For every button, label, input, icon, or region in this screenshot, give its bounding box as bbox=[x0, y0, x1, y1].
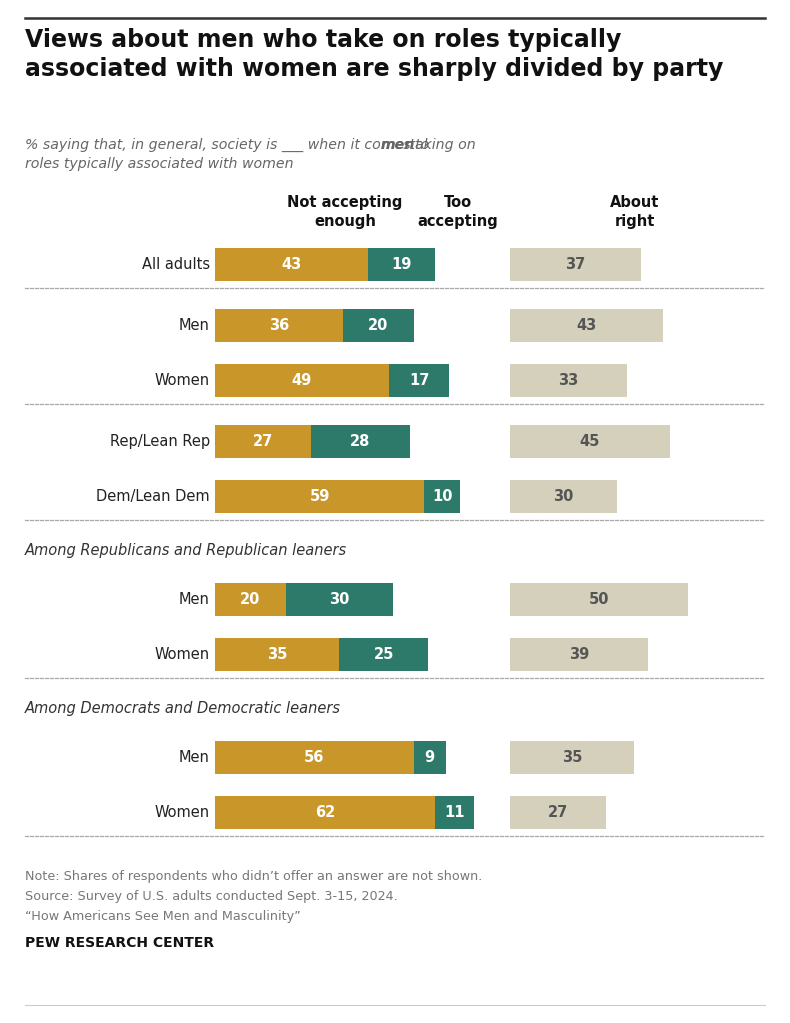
Text: 19: 19 bbox=[391, 257, 412, 272]
Bar bbox=[435, 796, 474, 829]
Text: Too
accepting: Too accepting bbox=[418, 195, 498, 228]
Bar bbox=[510, 309, 663, 342]
Bar bbox=[510, 425, 670, 458]
Text: 50: 50 bbox=[589, 592, 609, 607]
Text: taking on: taking on bbox=[405, 138, 476, 152]
Bar bbox=[510, 638, 649, 671]
Bar bbox=[367, 248, 435, 281]
Text: Dem/Lean Dem: Dem/Lean Dem bbox=[96, 489, 210, 504]
Text: 9: 9 bbox=[425, 750, 435, 765]
Bar bbox=[343, 309, 414, 342]
Text: 45: 45 bbox=[580, 434, 600, 449]
Text: 37: 37 bbox=[566, 257, 586, 272]
Bar bbox=[339, 638, 428, 671]
Bar bbox=[510, 480, 616, 513]
Text: Men: Men bbox=[179, 592, 210, 607]
Text: 33: 33 bbox=[559, 373, 579, 388]
Text: 30: 30 bbox=[329, 592, 349, 607]
Bar bbox=[215, 638, 339, 671]
Text: “How Americans See Men and Masculinity”: “How Americans See Men and Masculinity” bbox=[25, 910, 301, 923]
Text: 28: 28 bbox=[350, 434, 371, 449]
Text: Source: Survey of U.S. adults conducted Sept. 3-15, 2024.: Source: Survey of U.S. adults conducted … bbox=[25, 890, 397, 903]
Text: Rep/Lean Rep: Rep/Lean Rep bbox=[110, 434, 210, 449]
Text: 35: 35 bbox=[267, 647, 288, 662]
Bar bbox=[215, 364, 389, 397]
Text: % saying that, in general, society is ___ when it comes to: % saying that, in general, society is __… bbox=[25, 138, 434, 152]
Text: 49: 49 bbox=[292, 373, 312, 388]
Text: Note: Shares of respondents who didn’t offer an answer are not shown.: Note: Shares of respondents who didn’t o… bbox=[25, 870, 483, 883]
Text: All adults: All adults bbox=[142, 257, 210, 272]
Text: 11: 11 bbox=[444, 805, 465, 820]
Bar bbox=[510, 248, 641, 281]
Bar bbox=[286, 583, 393, 616]
Text: 30: 30 bbox=[553, 489, 574, 504]
Text: men: men bbox=[381, 138, 416, 152]
Text: Men: Men bbox=[179, 750, 210, 765]
Bar bbox=[510, 741, 634, 774]
Text: Women: Women bbox=[155, 373, 210, 388]
Bar bbox=[215, 741, 414, 774]
Bar bbox=[215, 583, 286, 616]
Text: Men: Men bbox=[179, 318, 210, 333]
Text: Among Republicans and Republican leaners: Among Republicans and Republican leaners bbox=[25, 543, 347, 558]
Text: 39: 39 bbox=[569, 647, 589, 662]
Text: 10: 10 bbox=[432, 489, 453, 504]
Bar bbox=[215, 425, 310, 458]
Text: Among Democrats and Democratic leaners: Among Democrats and Democratic leaners bbox=[25, 701, 341, 716]
Bar bbox=[510, 364, 627, 397]
Bar bbox=[310, 425, 410, 458]
Text: 25: 25 bbox=[374, 647, 393, 662]
Text: 43: 43 bbox=[576, 318, 596, 333]
Text: Women: Women bbox=[155, 805, 210, 820]
Text: 17: 17 bbox=[409, 373, 429, 388]
Text: 20: 20 bbox=[240, 592, 261, 607]
Text: Views about men who take on roles typically
associated with women are sharply di: Views about men who take on roles typica… bbox=[25, 28, 724, 81]
Text: 20: 20 bbox=[368, 318, 389, 333]
Text: 27: 27 bbox=[253, 434, 273, 449]
Bar bbox=[414, 741, 446, 774]
Text: roles typically associated with women: roles typically associated with women bbox=[25, 157, 294, 171]
Bar bbox=[215, 796, 435, 829]
Bar bbox=[215, 480, 424, 513]
Text: 62: 62 bbox=[315, 805, 335, 820]
Text: Not accepting
enough: Not accepting enough bbox=[288, 195, 403, 228]
Text: 27: 27 bbox=[547, 805, 568, 820]
Text: 36: 36 bbox=[269, 318, 289, 333]
Bar bbox=[389, 364, 450, 397]
Bar bbox=[215, 309, 343, 342]
Text: Women: Women bbox=[155, 647, 210, 662]
Text: About
right: About right bbox=[611, 195, 660, 228]
Text: 56: 56 bbox=[304, 750, 325, 765]
Bar bbox=[510, 583, 687, 616]
Text: PEW RESEARCH CENTER: PEW RESEARCH CENTER bbox=[25, 936, 214, 950]
Text: 43: 43 bbox=[281, 257, 302, 272]
Bar bbox=[510, 796, 606, 829]
Text: 35: 35 bbox=[562, 750, 582, 765]
Bar bbox=[424, 480, 460, 513]
Bar bbox=[215, 248, 367, 281]
Text: 59: 59 bbox=[310, 489, 330, 504]
